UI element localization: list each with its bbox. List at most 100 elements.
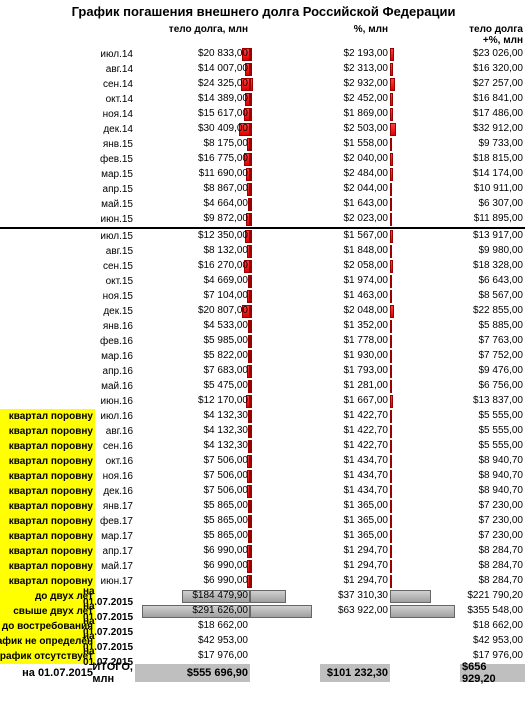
body-cell-value: $4 132,30 [204, 440, 249, 451]
total-pct: $101 232,30 [320, 664, 390, 682]
pct-bar-cell [250, 484, 320, 499]
body-cell-value: $7 104,00 [204, 290, 249, 301]
body-cell-value: $5 822,00 [204, 350, 249, 361]
pct-value-cell: $1 422,70 [320, 409, 390, 424]
row-period: авг.16 [95, 424, 135, 439]
total-bar-cell-bar [390, 575, 392, 588]
row-period: ноя.15 [95, 289, 135, 304]
row-period: ноя.14 [95, 107, 135, 122]
total-value-cell: $32 912,00 [460, 122, 525, 137]
pct-bar-cell [250, 304, 320, 319]
row-period: апр.17 [95, 544, 135, 559]
pct-bar-cell-bar [250, 470, 252, 483]
body-cell: $6 990,00 [135, 544, 250, 559]
total-value-cell: $10 911,00 [460, 182, 525, 197]
row-note: график отсутствует [0, 649, 95, 664]
total-value: $9 980,00 [479, 245, 524, 256]
total-value: $18 815,00 [473, 153, 523, 164]
total-bar-cell-bar [390, 440, 392, 453]
body-cell: $20 807,00 [135, 304, 250, 319]
pct-bar-cell [250, 649, 320, 664]
body-value: $17 976,00 [198, 650, 248, 661]
body-cell-value: $20 807,00 [198, 305, 248, 316]
total-bar-cell-bar [390, 245, 392, 258]
row-note: квартал поровну [0, 574, 95, 589]
total-value-cell: $7 752,00 [460, 349, 525, 364]
body-cell: $12 350,00 [135, 229, 250, 244]
pct-bar-cell [250, 182, 320, 197]
total-value-cell: $18 662,00 [460, 619, 525, 634]
pct-value: $37 310,30 [338, 590, 388, 601]
row-note [0, 107, 95, 122]
pct-value: $1 365,00 [344, 530, 389, 541]
body-value: $42 953,00 [198, 635, 248, 646]
body-cell: $8 867,00 [135, 182, 250, 197]
body-cell-value: $14 007,00 [198, 63, 248, 74]
pct-bar-cell [250, 229, 320, 244]
total-value-cell: $8 940,70 [460, 469, 525, 484]
total-bar-cell-bar [390, 78, 395, 91]
pct-bar-cell-bar [250, 93, 252, 106]
total-bar-cell [390, 77, 460, 92]
row-period: сен.14 [95, 77, 135, 92]
total-value-cell: $6 307,00 [460, 197, 525, 212]
total-bar-cell [390, 529, 460, 544]
pct-value-cell [320, 634, 390, 649]
row-period: май.17 [95, 559, 135, 574]
body-cell-value: $4 664,00 [204, 198, 249, 209]
pct-value: $1 793,00 [344, 365, 389, 376]
total-bar-cell-bar [390, 605, 455, 618]
total-value: $5 555,00 [479, 425, 524, 436]
total-value: $7 752,00 [479, 350, 524, 361]
total-bar-cell-bar [390, 63, 393, 76]
pct-bar-cell [250, 62, 320, 77]
total-value: $18 328,00 [473, 260, 523, 271]
total-value-cell: $9 476,00 [460, 364, 525, 379]
pct-value-cell: $1 365,00 [320, 514, 390, 529]
pct-value-cell: $2 452,00 [320, 92, 390, 107]
total-bar-cell [390, 514, 460, 529]
row-period: мар.17 [95, 529, 135, 544]
total-bar-cell-bar [390, 290, 392, 303]
pct-bar-cell-bar [250, 213, 252, 226]
total-bar-cell [390, 379, 460, 394]
pct-bar-cell-bar [250, 320, 252, 333]
total-bar-cell [390, 229, 460, 244]
pct-value: $2 023,00 [344, 213, 389, 224]
total-value-cell: $8 284,70 [460, 544, 525, 559]
pct-bar-cell-bar [250, 168, 252, 181]
total-bar-cell [390, 122, 460, 137]
pct-value-cell: $1 434,70 [320, 484, 390, 499]
pct-bar-cell-bar [250, 560, 252, 573]
row-note: до востребования [0, 619, 95, 634]
total-value: $22 855,00 [473, 305, 523, 316]
body-cell-value: $20 833,00 [198, 48, 248, 59]
total-value-cell: $13 917,00 [460, 229, 525, 244]
total-value: $42 953,00 [473, 635, 523, 646]
total-bar-cell [390, 107, 460, 122]
row-note [0, 259, 95, 274]
pct-value: $1 667,00 [344, 395, 389, 406]
pct-value: $1 294,70 [344, 575, 389, 586]
pct-bar-cell [250, 559, 320, 574]
pct-value-cell: $1 463,00 [320, 289, 390, 304]
total-bar-cell [390, 559, 460, 574]
total-bar-cell-bar [390, 198, 392, 211]
row-period: авг.14 [95, 62, 135, 77]
pct-value: $2 484,00 [344, 168, 389, 179]
row-period: мар.15 [95, 167, 135, 182]
body-cell: $184 479,90 [135, 589, 250, 604]
body-cell-value: $4 132,30 [204, 410, 249, 421]
body-cell-value: $9 872,00 [204, 213, 249, 224]
pct-value-cell: $1 294,70 [320, 559, 390, 574]
row-note [0, 379, 95, 394]
total-value: $6 756,00 [479, 380, 524, 391]
body-cell: $11 690,00 [135, 167, 250, 182]
total-bar-cell-bar [390, 108, 393, 121]
page-title: График погашения внешнего долга Российск… [0, 0, 527, 23]
body-cell-value: $7 506,00 [204, 455, 249, 466]
row-note [0, 304, 95, 319]
pct-value-cell [320, 619, 390, 634]
total-bar-cell [390, 152, 460, 167]
row-period: апр.16 [95, 364, 135, 379]
